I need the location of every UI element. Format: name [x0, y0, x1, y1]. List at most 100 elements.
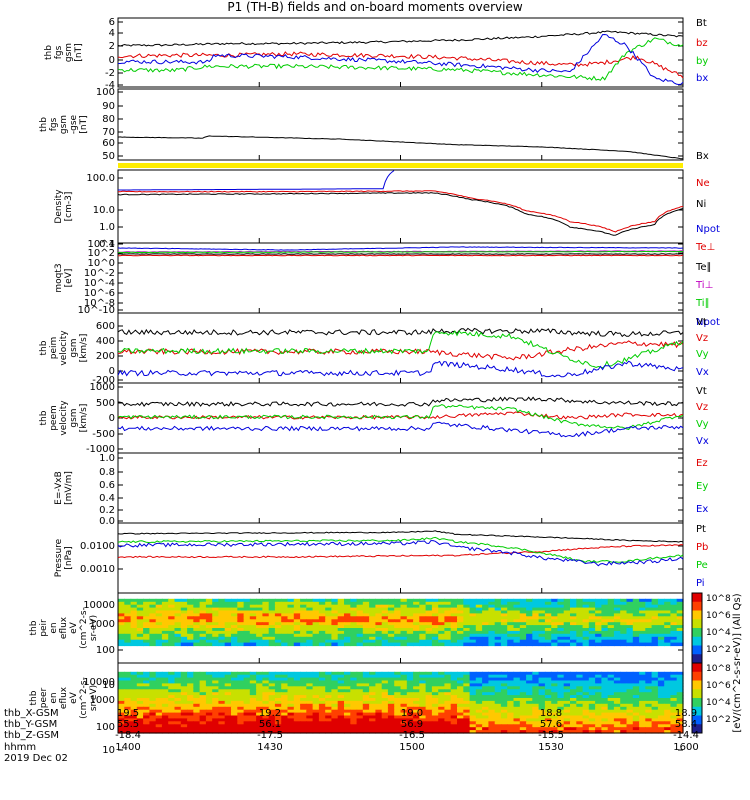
- heatmap-cell: [300, 625, 307, 629]
- heatmap-cell: [482, 709, 489, 714]
- heatmap-cell: [199, 680, 207, 684]
- heatmap-cell: [337, 730, 345, 734]
- heatmap-cell: [318, 698, 326, 702]
- heatmap-cell: [500, 718, 508, 722]
- heatmap-cell: [124, 727, 132, 731]
- heatmap-cell: [218, 709, 226, 714]
- heatmap-cell: [532, 674, 540, 679]
- heatmap-cell: [161, 633, 169, 638]
- heatmap-cell: [475, 680, 483, 684]
- heatmap-cell: [557, 686, 565, 690]
- heatmap-cell: [557, 610, 565, 614]
- heatmap-cell: [231, 730, 238, 734]
- heatmap-cell: [413, 639, 420, 644]
- heatmap-cell: [413, 695, 420, 699]
- heatmap-cell: [576, 630, 584, 635]
- heatmap-cell: [331, 709, 339, 714]
- heatmap-cell: [513, 730, 521, 734]
- heatmap-cell: [444, 636, 452, 641]
- heatmap-cell: [312, 633, 320, 638]
- heatmap-cell: [337, 727, 345, 731]
- heatmap-cell: [193, 706, 201, 711]
- heatmap-cell: [381, 642, 389, 647]
- heatmap-cell: [344, 689, 351, 693]
- heatmap-cell: [268, 622, 276, 626]
- heatmap-cell: [168, 715, 176, 719]
- heatmap-cell: [532, 712, 540, 717]
- colorbar-segment: [692, 601, 702, 611]
- heatmap-cell: [262, 607, 270, 612]
- heatmap-cell: [174, 630, 182, 635]
- heatmap-cell: [488, 706, 496, 711]
- heatmap-cell: [494, 686, 502, 690]
- heatmap-cell: [469, 630, 477, 635]
- heatmap-cell: [256, 604, 263, 609]
- heatmap-cell: [639, 630, 646, 635]
- heatmap-cell: [362, 680, 370, 684]
- heatmap-cell: [457, 639, 464, 644]
- heatmap-cell: [431, 703, 439, 708]
- heatmap-cell: [406, 639, 414, 644]
- heatmap-cell: [632, 604, 640, 609]
- heatmap-cell: [664, 706, 672, 711]
- heatmap-cell: [243, 700, 251, 705]
- heatmap-cell: [475, 613, 483, 617]
- heatmap-cell: [494, 715, 502, 719]
- heatmap-cell: [193, 727, 201, 731]
- heatmap-cell: [300, 610, 307, 614]
- heatmap-cell: [419, 686, 427, 690]
- heatmap-cell: [268, 598, 276, 603]
- heatmap-cell: [557, 703, 565, 708]
- heatmap-cell: [588, 619, 596, 623]
- heatmap-cell: [406, 610, 414, 614]
- colorbar-tick-label: 10^4: [706, 628, 731, 638]
- y-axis-label: gsm: [59, 115, 69, 134]
- heatmap-cell: [118, 718, 125, 722]
- heatmap-cell: [268, 630, 276, 635]
- heatmap-cell: [325, 630, 333, 635]
- heatmap-cell: [601, 671, 609, 676]
- heatmap-cell: [369, 610, 376, 614]
- heatmap-cell: [337, 695, 345, 699]
- heatmap-cell: [155, 698, 163, 702]
- heatmap-cell: [626, 630, 634, 635]
- heatmap-cell: [205, 604, 213, 609]
- heatmap-cell: [519, 607, 527, 612]
- heatmap-cell: [193, 686, 201, 690]
- heatmap-cell: [526, 718, 533, 722]
- heatmap-cell: [268, 642, 276, 647]
- heatmap-cell: [394, 709, 402, 714]
- heatmap-cell: [293, 715, 301, 719]
- y-axis-label: gsm: [69, 408, 79, 427]
- series-line: [117, 421, 684, 438]
- heatmap-cell: [180, 727, 188, 731]
- heatmap-cell: [613, 718, 621, 722]
- colorbar-segment: [692, 671, 702, 681]
- heatmap-cell: [281, 683, 289, 687]
- heatmap-cell: [626, 700, 634, 705]
- heatmap-cell: [362, 709, 370, 714]
- heatmap-cell: [231, 671, 238, 676]
- heatmap-cell: [187, 622, 194, 626]
- heatmap-cell: [607, 639, 615, 644]
- heatmap-cell: [344, 622, 351, 626]
- heatmap-cell: [475, 721, 483, 725]
- heatmap-cell: [620, 712, 628, 717]
- heatmap-cell: [620, 639, 628, 644]
- heatmap-cell: [224, 622, 232, 626]
- heatmap-cell: [256, 616, 263, 620]
- heatmap-cell: [431, 677, 439, 682]
- heatmap-cell: [262, 598, 270, 603]
- heatmap-cell: [180, 700, 188, 705]
- heatmap-cell: [620, 625, 628, 629]
- heatmap-cell: [187, 703, 194, 708]
- heatmap-cell: [168, 703, 176, 708]
- heatmap-cell: [482, 604, 489, 609]
- heatmap-cell: [387, 625, 395, 629]
- heatmap-cell: [494, 625, 502, 629]
- heatmap-cell: [639, 613, 646, 617]
- heatmap-cell: [620, 607, 628, 612]
- heatmap-cell: [419, 633, 427, 638]
- heatmap-cell: [136, 692, 144, 696]
- heatmap-cell: [482, 715, 489, 719]
